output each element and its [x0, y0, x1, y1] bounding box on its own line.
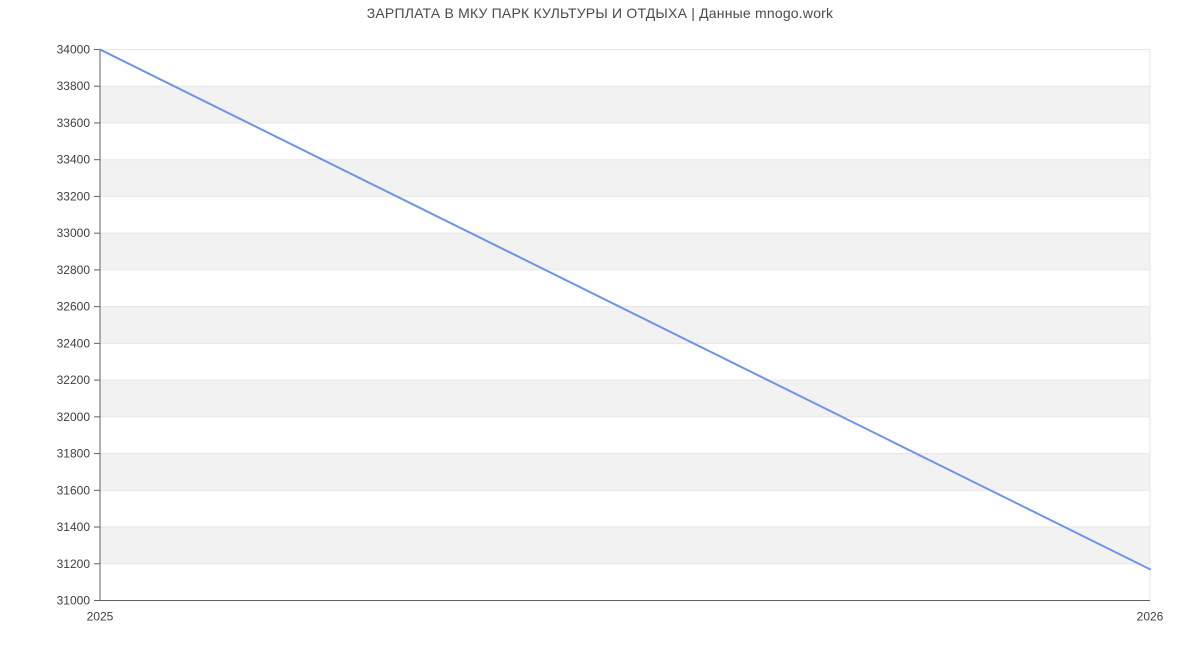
plot-band [100, 159, 1150, 197]
y-tick-label: 33400 [57, 153, 91, 167]
y-tick-label: 33000 [57, 226, 91, 240]
plot-band [100, 306, 1150, 344]
y-tick-label: 33200 [57, 189, 91, 203]
y-tick-label: 34000 [57, 43, 91, 57]
x-tick-label: 2025 [87, 610, 114, 624]
y-tick-label: 31600 [57, 483, 91, 497]
y-tick-label: 33800 [57, 79, 91, 93]
y-tick-label: 32000 [57, 410, 91, 424]
plot-band [100, 86, 1150, 123]
y-tick-label: 32600 [57, 300, 91, 314]
y-tick-label: 31000 [57, 594, 91, 608]
plot-band [100, 380, 1150, 417]
y-tick-label: 31400 [57, 520, 91, 534]
y-tick-label: 33600 [57, 116, 91, 130]
y-tick-label: 32200 [57, 373, 91, 387]
x-tick-label: 2026 [1137, 610, 1164, 624]
plot-band [100, 233, 1150, 270]
y-tick-label: 31200 [57, 557, 91, 571]
chart-title: ЗАРПЛАТА В МКУ ПАРК КУЛЬТУРЫ И ОТДЫХА | … [366, 5, 834, 21]
plot-band [100, 527, 1150, 564]
plot-band [100, 453, 1150, 491]
y-tick-label: 32800 [57, 263, 91, 277]
y-tick-label: 31800 [57, 447, 91, 461]
y-tick-label: 32400 [57, 336, 91, 350]
series-line [99, 48, 1151, 571]
